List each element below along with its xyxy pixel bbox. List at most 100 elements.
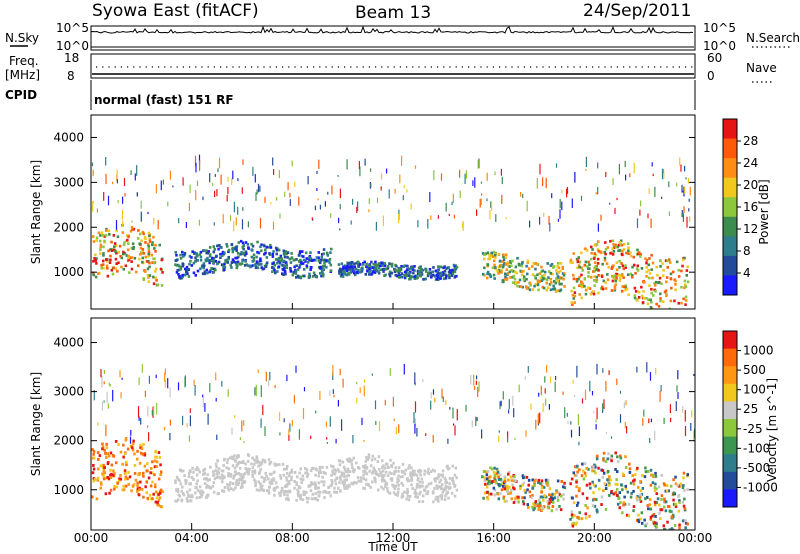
data-cell xyxy=(401,470,404,474)
data-cell xyxy=(367,273,371,276)
data-cell xyxy=(178,479,181,483)
data-cell xyxy=(265,245,269,249)
data-cell xyxy=(682,297,685,301)
data-cell xyxy=(493,474,497,477)
data-cell xyxy=(372,471,375,475)
scatter-cell xyxy=(214,174,216,177)
scatter-cell xyxy=(478,381,480,392)
data-cell xyxy=(267,245,271,249)
data-cell xyxy=(368,271,371,274)
data-cell xyxy=(320,274,323,278)
data-cell xyxy=(388,272,391,276)
data-cell xyxy=(430,275,433,279)
scatter-cell xyxy=(557,218,559,222)
data-cell xyxy=(267,489,270,493)
data-cell xyxy=(325,251,329,255)
scatter-cell xyxy=(357,201,359,211)
data-cell xyxy=(429,481,433,485)
data-cell xyxy=(188,262,191,266)
scatter-cell xyxy=(198,219,200,226)
data-cell xyxy=(175,499,179,503)
data-cell xyxy=(99,486,102,490)
scatter-cell xyxy=(398,213,400,224)
colorbar-swatch xyxy=(723,366,737,385)
data-cell xyxy=(523,279,526,283)
data-cell xyxy=(147,254,150,258)
data-cell xyxy=(426,490,430,494)
data-cell xyxy=(399,475,402,479)
data-cell xyxy=(681,500,684,504)
data-cell xyxy=(526,287,529,290)
data-cell xyxy=(267,477,270,481)
scatter-cell xyxy=(562,391,564,395)
data-cell xyxy=(562,493,565,497)
scatter-cell xyxy=(684,165,686,172)
data-cell xyxy=(604,241,607,244)
data-cell xyxy=(602,451,606,455)
scatter-cell xyxy=(229,215,232,222)
scatter-cell xyxy=(319,390,321,400)
data-cell xyxy=(187,495,190,498)
data-cell xyxy=(260,461,264,465)
scatter-cell xyxy=(476,417,478,422)
data-cell xyxy=(343,468,347,471)
data-cell xyxy=(548,493,551,497)
data-cell xyxy=(658,511,661,515)
data-cell xyxy=(660,494,664,498)
data-cell xyxy=(547,478,550,482)
data-cell xyxy=(149,471,152,475)
data-cell xyxy=(298,486,302,490)
data-cell xyxy=(627,249,630,253)
scatter-cell xyxy=(537,413,539,424)
data-cell xyxy=(419,473,422,477)
scatter-cell xyxy=(103,400,105,403)
data-cell xyxy=(92,452,95,456)
data-cell xyxy=(316,498,319,502)
data-cell xyxy=(136,489,139,493)
data-cell xyxy=(318,266,322,270)
scatter-cell xyxy=(584,389,587,401)
data-cell xyxy=(305,257,308,260)
data-cell xyxy=(296,492,300,496)
data-cell xyxy=(127,258,131,261)
freq-right-label: Nave xyxy=(746,61,777,75)
data-cell xyxy=(116,481,119,485)
data-cell xyxy=(233,454,236,458)
data-cell xyxy=(416,478,419,482)
data-cell xyxy=(154,243,157,247)
data-cell xyxy=(451,477,454,480)
data-cell xyxy=(195,496,199,500)
data-cell xyxy=(325,259,328,262)
scatter-cell xyxy=(101,375,103,388)
data-cell xyxy=(237,472,241,475)
scatter-cell xyxy=(626,426,628,434)
data-cell xyxy=(205,268,208,272)
data-cell xyxy=(619,454,622,458)
data-cell xyxy=(92,271,95,275)
data-cell xyxy=(203,272,206,276)
scatter-cell xyxy=(148,375,150,384)
data-cell xyxy=(438,480,441,484)
data-cell xyxy=(379,264,382,268)
data-cell xyxy=(625,513,629,517)
x-tick-label: 04:00 xyxy=(174,531,209,545)
data-cell xyxy=(342,271,346,275)
data-cell xyxy=(339,274,343,278)
data-cell xyxy=(101,472,104,476)
data-cell xyxy=(203,471,206,475)
data-cell xyxy=(536,503,540,506)
data-cell xyxy=(487,476,491,479)
data-cell xyxy=(176,477,180,481)
data-cell xyxy=(434,275,437,278)
data-cell xyxy=(509,475,513,479)
data-cell xyxy=(123,477,127,481)
data-cell xyxy=(244,241,248,244)
data-cell xyxy=(362,470,365,473)
data-cell xyxy=(364,470,367,474)
data-cell xyxy=(617,274,621,277)
data-cell xyxy=(629,251,632,254)
data-cell xyxy=(573,301,576,304)
data-cell xyxy=(99,252,102,255)
data-cell xyxy=(296,275,300,278)
data-cell xyxy=(449,271,452,274)
